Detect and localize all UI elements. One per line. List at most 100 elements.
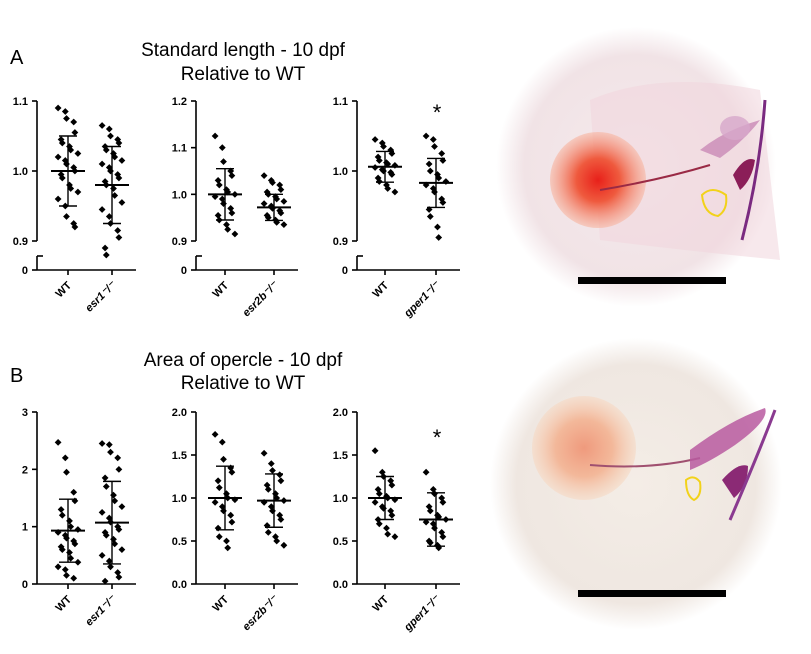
data-point bbox=[276, 181, 284, 189]
y-tick-label: 1.1 bbox=[172, 143, 187, 155]
data-point bbox=[280, 197, 288, 205]
data-point bbox=[280, 541, 288, 549]
data-point bbox=[269, 467, 276, 474]
data-point bbox=[115, 573, 123, 581]
x-tick-label: esr1⁻/⁻ bbox=[83, 593, 119, 629]
y-tick-label: 1.0 bbox=[172, 189, 187, 201]
data-point bbox=[426, 167, 434, 175]
significance-star-top: * bbox=[433, 100, 442, 125]
data-point bbox=[105, 441, 113, 449]
y-tick-label: 1.5 bbox=[172, 450, 187, 462]
data-point bbox=[74, 150, 82, 157]
data-point bbox=[63, 468, 70, 476]
y-tick-label: 1.0 bbox=[333, 166, 348, 178]
data-point bbox=[280, 221, 288, 229]
data-point bbox=[220, 158, 227, 166]
data-point bbox=[371, 447, 379, 455]
micrograph-d-bone bbox=[722, 465, 748, 498]
data-point bbox=[98, 122, 106, 129]
data-point bbox=[102, 146, 110, 154]
data-point bbox=[105, 213, 113, 220]
data-point bbox=[435, 234, 443, 241]
y-tick-label: 0.0 bbox=[333, 579, 348, 591]
data-point bbox=[215, 533, 223, 541]
y-tick-label: 0 bbox=[22, 265, 28, 277]
data-point bbox=[227, 204, 235, 212]
data-point bbox=[384, 530, 392, 538]
bottom-title-line2: Relative to WT bbox=[181, 373, 306, 394]
data-point bbox=[98, 160, 106, 168]
data-point bbox=[426, 507, 434, 515]
data-point bbox=[218, 438, 226, 446]
y-tick-label: 1.0 bbox=[333, 493, 348, 505]
data-point bbox=[422, 468, 430, 476]
data-point bbox=[54, 153, 62, 161]
y-tick-label: 1.1 bbox=[13, 96, 28, 108]
data-point bbox=[273, 195, 281, 203]
data-point bbox=[214, 176, 222, 184]
data-point bbox=[426, 539, 434, 547]
data-point bbox=[391, 188, 399, 196]
data-point bbox=[58, 511, 66, 519]
data-point bbox=[435, 174, 443, 182]
micrograph-d-cartilage bbox=[690, 408, 766, 470]
data-point bbox=[276, 471, 284, 479]
data-point bbox=[371, 136, 379, 143]
y-tick-label: 2 bbox=[22, 464, 28, 476]
data-point bbox=[391, 533, 399, 541]
data-point bbox=[61, 108, 69, 115]
micrograph-c-eye bbox=[550, 132, 646, 228]
data-point bbox=[71, 540, 79, 548]
data-point bbox=[380, 143, 387, 150]
data-point bbox=[102, 251, 110, 259]
micrograph-c-scale-bar bbox=[578, 277, 726, 284]
data-point bbox=[101, 244, 109, 252]
data-point bbox=[227, 511, 235, 519]
data-point bbox=[63, 115, 70, 122]
y-tick-label: 2.0 bbox=[333, 407, 348, 419]
data-point bbox=[384, 160, 392, 168]
x-tick-label: esr2b⁻/⁻ bbox=[241, 593, 281, 633]
y-tick-label: 1 bbox=[22, 522, 28, 534]
data-point bbox=[214, 477, 222, 485]
data-point bbox=[102, 483, 110, 490]
y-tick-label: 0.9 bbox=[172, 236, 187, 248]
plot-std-length-esr2b: 0 0.9 1.0 1.1 1.2 WT esr2b⁻/⁻ bbox=[172, 96, 298, 319]
data-point bbox=[61, 566, 69, 574]
y-tick-label: 0 bbox=[22, 579, 28, 591]
x-tick-label: gper1⁻/⁻ bbox=[401, 593, 443, 635]
y-tick-label: 1.1 bbox=[333, 96, 348, 108]
data-point bbox=[260, 172, 268, 180]
data-point bbox=[371, 498, 379, 506]
data-point bbox=[425, 160, 433, 168]
x-tick-label: WT bbox=[54, 279, 75, 300]
data-point bbox=[70, 488, 78, 496]
data-point bbox=[277, 516, 285, 523]
data-point bbox=[107, 563, 114, 571]
y-tick-label: 0 bbox=[342, 265, 348, 277]
y-tick-label: 0.5 bbox=[333, 536, 348, 548]
x-tick-label: WT bbox=[211, 593, 232, 614]
micrograph-d bbox=[490, 338, 782, 630]
data-point bbox=[98, 206, 106, 213]
data-point bbox=[57, 506, 65, 513]
data-point bbox=[118, 503, 126, 510]
data-point bbox=[211, 498, 219, 506]
data-point bbox=[224, 225, 232, 233]
data-point bbox=[383, 524, 390, 532]
data-point bbox=[66, 549, 73, 556]
data-point bbox=[264, 214, 272, 222]
data-point bbox=[54, 438, 62, 446]
x-tick-label: WT bbox=[54, 593, 75, 614]
data-point bbox=[228, 518, 236, 526]
data-point bbox=[115, 174, 123, 182]
data-point bbox=[115, 465, 123, 473]
y-tick-label: 1.0 bbox=[13, 166, 28, 178]
data-point bbox=[74, 526, 82, 533]
data-point bbox=[101, 577, 109, 585]
data-point bbox=[228, 209, 236, 217]
data-point bbox=[107, 132, 114, 140]
x-tick-label: WT bbox=[371, 279, 392, 300]
data-point bbox=[231, 230, 239, 238]
data-point bbox=[429, 136, 437, 143]
